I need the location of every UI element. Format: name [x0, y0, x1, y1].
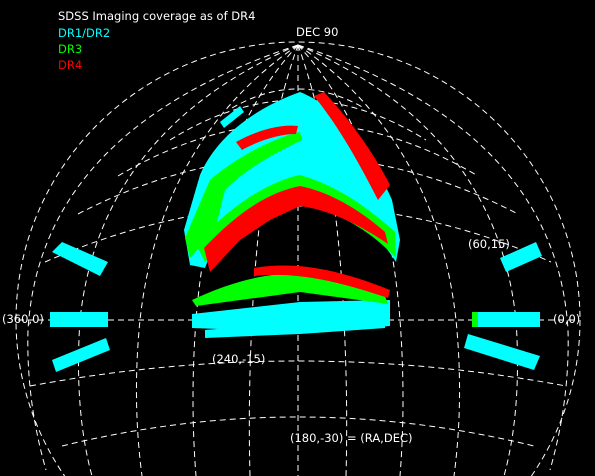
- label-60-15: (60,15): [468, 237, 510, 251]
- label-360-0: (360,0): [2, 312, 44, 326]
- stripe-dr4-top-left: [236, 125, 298, 150]
- coverage-stripes: [50, 92, 542, 372]
- legend-item-dr3: DR3: [58, 42, 82, 56]
- stripe-dr12-left-upper: [52, 242, 108, 276]
- dec-circle-45: [117, 122, 479, 177]
- label-0-0: (0,0): [553, 312, 580, 326]
- legend-item-dr1-dr2: DR1/DR2: [58, 26, 110, 40]
- dec-circle-75: [231, 88, 365, 109]
- meridian-9: [297, 44, 461, 476]
- stripe-dr12-lower: [205, 322, 385, 338]
- dec-circle-30: [77, 156, 519, 215]
- meridian-11: [297, 44, 569, 471]
- stripe-dr12-small-top: [220, 106, 244, 128]
- stripe-dr4-main: [204, 186, 388, 272]
- stripe-dr4-band: [254, 265, 390, 298]
- stripe-dr12-right-lower: [464, 334, 540, 370]
- stripe-dr12-right-upper: [500, 242, 542, 272]
- meridian-8: [297, 44, 404, 476]
- stripe-dr12-left-equator: [50, 312, 108, 327]
- label-240-m15: (240,-15): [212, 352, 265, 366]
- legend-title: SDSS Imaging coverage as of DR4: [58, 9, 255, 23]
- dec-circle-m15: [29, 360, 567, 387]
- meridian-4: [192, 44, 299, 476]
- bottom-coordinate-note: (180,-30) = (RA,DEC): [290, 431, 412, 445]
- stripe-dr3-mid: [196, 175, 396, 262]
- legend-item-dr4: DR4: [58, 58, 82, 72]
- meridian-3: [135, 44, 299, 476]
- meridian-2: [78, 44, 299, 476]
- pole-label: DEC 90: [296, 25, 338, 39]
- stripe-dr12-right-equator: [476, 312, 540, 327]
- meridian-10: [297, 44, 518, 476]
- grid-outer-ellipse: [15, 41, 581, 476]
- stripe-dr12-left-lower: [52, 338, 110, 372]
- legend: SDSS Imaging coverage as of DR4 DR1/DR2 …: [58, 9, 255, 72]
- stripe-dr3-right-equator: [472, 312, 478, 327]
- meridian-1: [27, 44, 299, 471]
- dec-circle-m30: [61, 416, 535, 447]
- stripe-dr4-top-right: [314, 92, 390, 200]
